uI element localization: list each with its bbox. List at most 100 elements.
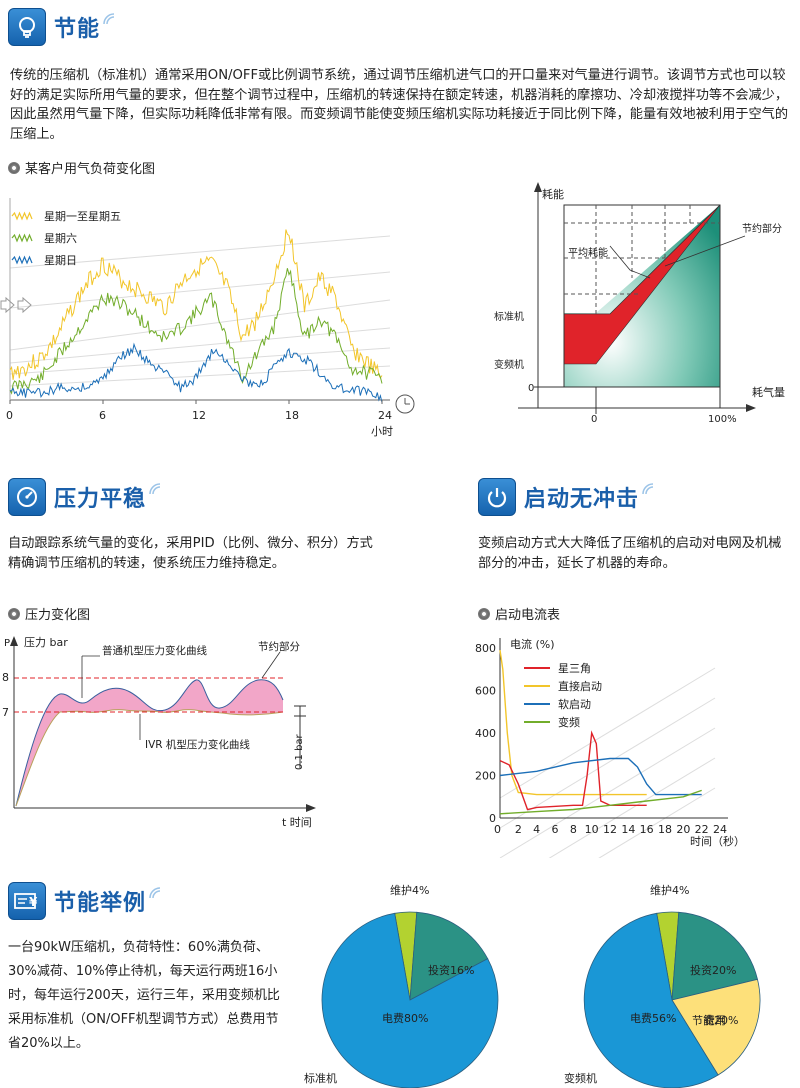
startup-legend-label: 软启动 (558, 697, 591, 711)
load-legend-swatch (11, 233, 33, 243)
startup-gridline (499, 667, 716, 799)
power-xtick-0: 0 (591, 414, 597, 425)
energy-paragraph: 传统的压缩机（标准机）通常采用ON/OFF或比例调节系统，通过调节压缩机进气口的… (10, 68, 789, 142)
startup-gridline (499, 727, 716, 858)
startup-legend-label: 直接启动 (558, 679, 602, 693)
startup-xtick-label: 4 (533, 823, 540, 836)
startup-xtick-label: 16 (640, 823, 654, 836)
pie-vfd-label: 变频机 (564, 1071, 597, 1085)
pressure-xlabel: t 时间 (282, 816, 312, 829)
startup-gridline (598, 787, 716, 858)
pie-vfd-cost-label: 费用 (704, 1014, 726, 1027)
bullet-icon (8, 161, 20, 174)
startup-xtick-label: 22 (695, 823, 709, 836)
pie-vfd-power-label: 电费56% (630, 1012, 676, 1025)
pressure-ytick-8: 8 (2, 671, 9, 684)
startup-line-stardelta (499, 730, 647, 811)
load-xlabel: 小时 (371, 425, 393, 438)
signal-icon (103, 13, 115, 25)
startup-ytick-label: 200 (475, 770, 496, 783)
pie-standard-label: 标准机 (304, 1071, 337, 1085)
startup-legend-label: 变频 (558, 715, 580, 729)
startup-xlabel: 时间（秒） (690, 834, 745, 848)
pressure-annotation-standard: 普通机型压力变化曲线 (102, 644, 207, 657)
pie-slice (321, 912, 499, 1088)
load-xtick-label: 6 (99, 409, 106, 422)
startup-line-direct (499, 649, 647, 796)
startup-xtick-label: 8 (570, 823, 577, 836)
startup-xtick-label: 6 (552, 823, 559, 836)
startup-ytick-label: 800 (475, 642, 496, 655)
load-xtick-label: 0 (6, 409, 13, 422)
power-chart: 耗能 耗气量 标准机 变频机 0 0 100% 平均耗能 节约部分 (494, 182, 785, 425)
startup-line-vfd (499, 789, 702, 815)
load-line-sunday (9, 342, 383, 403)
signal-icon (149, 887, 161, 899)
power-icon (478, 478, 516, 516)
power-ylabel: 耗能 (542, 187, 564, 201)
load-legend-label: 星期六 (44, 232, 77, 245)
startup-title: 启动无冲击 (524, 487, 640, 512)
load-legend-label: 星期一至星期五 (44, 210, 121, 223)
pie-standard-maintenance-label: 维护4% (390, 883, 429, 897)
load-line-saturday (9, 268, 383, 395)
startup-xtick-label: 2 (515, 823, 522, 836)
energy-title: 节能 (54, 17, 101, 42)
power-annotation-avg: 平均耗能 (568, 246, 608, 259)
example-paragraph: 一台90kW压缩机，负荷特性：60%满负荷、30%减荷、10%停止待机，每天运行… (8, 940, 280, 1051)
power-xtick-100: 100% (708, 414, 737, 425)
pie-vfd-invest-label: 投资20% (690, 963, 736, 977)
startup-xtick-label: 10 (585, 823, 599, 836)
money-card-icon: ¥ (8, 882, 46, 920)
startup-ytick-label: 0 (489, 812, 496, 825)
startup-xtick-label: 24 (713, 823, 727, 836)
pie-vfd-maintenance-label: 维护4% (650, 883, 689, 897)
startup-xtick-label: 20 (676, 823, 690, 836)
pie-slice (409, 911, 489, 1001)
startup-xtick-label: 14 (621, 823, 635, 836)
bullet-icon (478, 607, 490, 620)
pie-slice (671, 911, 758, 1001)
startup-chart-caption: 启动电流表 (478, 604, 560, 623)
pie-standard-power-label: 电费80% (382, 1012, 428, 1025)
startup-gridline (548, 757, 716, 858)
pressure-chart: P 压力 bar 8 7 t 时间 普通机型压力变化曲线 节约部分 IVR 机型… (2, 636, 316, 829)
startup-ytick-label: 400 (475, 727, 496, 740)
startup-gridline (499, 697, 716, 829)
load-chart-title: 某客户用气负荷变化图 (25, 162, 156, 177)
clock-icon (395, 394, 415, 414)
gauge-icon (8, 478, 46, 516)
pressure-axis-letter: P (4, 638, 10, 649)
pie-standard-invest-label: 投资16% (428, 963, 474, 977)
startup-ytick-label: 600 (475, 685, 496, 698)
load-chart-caption: 某客户用气负荷变化图 (8, 158, 155, 177)
arrow-icon (0, 296, 15, 314)
energy-section-header: 节能 (8, 8, 116, 46)
startup-xtick-label: 12 (603, 823, 617, 836)
signal-icon (149, 483, 161, 495)
load-xtick-label: 18 (285, 409, 299, 422)
startup-ylabel: 电流 (%) (510, 637, 555, 651)
example-title: 节能举例 (54, 891, 147, 916)
startup-line-soft (499, 757, 702, 796)
load-legend-label: 星期日 (44, 254, 77, 267)
pie-charts: 维护4% 投资16% 电费80% 标准机 维护4% 投资20% 电费56% 节能… (304, 883, 761, 1088)
startup-xtick-label: 18 (658, 823, 672, 836)
power-ylabel-zero: 0 (528, 383, 534, 394)
load-legend-swatch (11, 255, 33, 265)
pressure-annotation-saving: 节约部分 (258, 640, 300, 653)
power-xlabel: 耗气量 (752, 385, 785, 399)
pressure-section-header: 压力平稳 (8, 478, 162, 516)
arrow-icon (17, 296, 32, 314)
load-line-weekday (9, 229, 383, 380)
pressure-ytick-7: 7 (2, 706, 9, 719)
pressure-title: 压力平稳 (54, 487, 147, 512)
load-xtick-label: 12 (192, 409, 206, 422)
pressure-annotation-delta: 0.1 bar (294, 733, 305, 770)
pressure-ylabel: 压力 bar (24, 636, 68, 649)
pressure-chart-title: 压力变化图 (25, 608, 91, 623)
startup-legend-label: 星三角 (558, 662, 591, 675)
pie-slice (671, 978, 761, 1076)
